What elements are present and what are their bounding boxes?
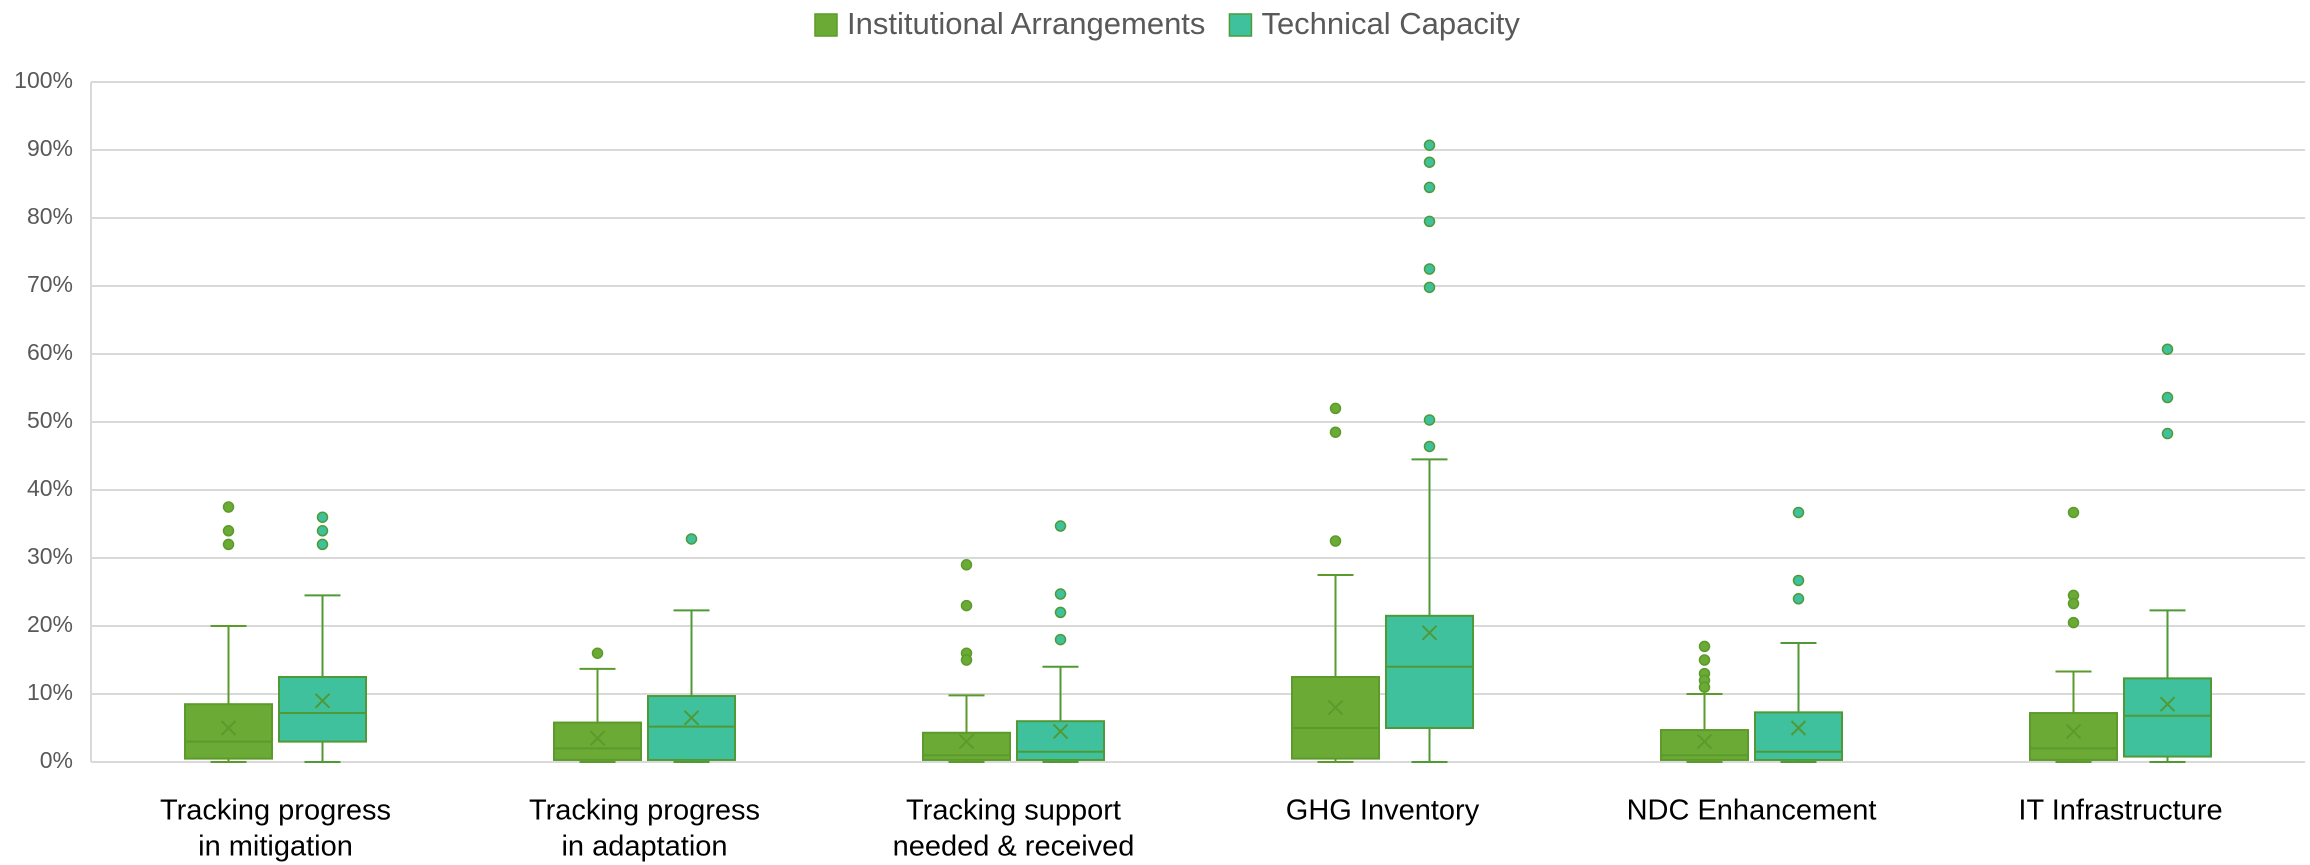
outlier xyxy=(1423,139,1436,151)
y-tick-label: 100% xyxy=(14,67,73,93)
outlier xyxy=(1698,681,1711,693)
y-tick-label: 90% xyxy=(27,135,73,161)
mean-marker xyxy=(1052,723,1069,740)
outlier xyxy=(1054,520,1067,532)
outlier xyxy=(222,525,235,537)
y-tick-label: 80% xyxy=(27,203,73,229)
mean-marker xyxy=(1790,720,1807,736)
y-tick-label: 70% xyxy=(27,271,73,297)
outlier xyxy=(1792,506,1805,519)
outlier xyxy=(960,559,973,571)
x-tick-label: IT Infrastructure xyxy=(2018,795,2222,827)
outlier xyxy=(2161,391,2174,404)
mean-marker xyxy=(314,693,331,709)
y-tick-label: 40% xyxy=(27,475,73,501)
box xyxy=(1754,711,1843,761)
outlier xyxy=(1792,574,1805,587)
outlier xyxy=(1054,633,1067,646)
y-tick-label: 0% xyxy=(40,747,73,773)
outlier xyxy=(2067,616,2080,629)
y-tick-label: 60% xyxy=(27,339,73,365)
y-tick-label: 10% xyxy=(27,679,73,705)
outlier xyxy=(1423,181,1436,194)
outlier xyxy=(960,599,973,612)
outlier xyxy=(2161,343,2174,355)
outlier xyxy=(1329,426,1342,438)
outlier xyxy=(591,647,604,659)
x-tick-label: Tracking progress xyxy=(529,795,760,827)
y-tick-label: 50% xyxy=(27,407,73,433)
x-tick-label: NDC Enhancement xyxy=(1627,795,1877,827)
outlier xyxy=(1792,593,1805,605)
legend-swatch xyxy=(814,13,838,37)
x-tick-label: needed & received xyxy=(893,831,1135,863)
legend-label: Technical Capacity xyxy=(1261,6,1520,41)
x-tick-label: Tracking progress xyxy=(160,795,391,827)
box xyxy=(1016,720,1105,761)
box xyxy=(1385,614,1474,729)
box xyxy=(2029,712,2118,761)
box xyxy=(2123,677,2212,758)
outlier xyxy=(222,538,235,551)
outlier xyxy=(316,525,329,537)
outlier xyxy=(685,533,698,545)
mean-marker xyxy=(1696,733,1713,750)
outlier xyxy=(1329,402,1342,415)
outlier xyxy=(2067,597,2080,610)
mean-marker xyxy=(2065,723,2082,740)
x-tick-label: in mitigation xyxy=(198,831,353,863)
outlier xyxy=(1698,654,1711,666)
outlier xyxy=(1423,281,1436,294)
legend-swatch xyxy=(1228,13,1253,37)
mean-marker xyxy=(589,730,606,746)
mean-marker xyxy=(1327,699,1344,716)
outlier xyxy=(1054,606,1067,619)
mean-marker xyxy=(683,710,700,726)
outlier xyxy=(1423,440,1436,453)
box xyxy=(1291,676,1380,760)
outlier xyxy=(1423,156,1436,168)
outlier xyxy=(1698,640,1711,653)
outlier xyxy=(1423,263,1436,275)
x-tick-label: GHG Inventory xyxy=(1286,795,1480,827)
mean-marker xyxy=(958,733,975,750)
box xyxy=(647,695,736,761)
mean-marker xyxy=(2159,696,2176,712)
outlier xyxy=(316,538,329,551)
outlier xyxy=(1054,588,1067,600)
y-tick-label: 20% xyxy=(27,611,73,637)
outlier xyxy=(960,654,973,666)
outlier xyxy=(1423,215,1436,228)
mean-marker xyxy=(220,720,237,736)
outlier xyxy=(1329,535,1342,547)
mean-marker xyxy=(1421,625,1438,641)
outlier xyxy=(1423,414,1436,426)
legend-label: Institutional Arrangements xyxy=(847,6,1205,41)
box xyxy=(184,703,273,760)
outlier xyxy=(2161,427,2174,440)
y-tick-label: 30% xyxy=(27,543,73,569)
outlier xyxy=(2067,506,2080,519)
outlier xyxy=(316,511,329,523)
x-tick-label: in adaptation xyxy=(561,831,727,863)
box xyxy=(553,721,642,761)
box xyxy=(278,676,367,743)
x-tick-label: Tracking support xyxy=(906,795,1121,827)
outlier xyxy=(222,501,235,513)
